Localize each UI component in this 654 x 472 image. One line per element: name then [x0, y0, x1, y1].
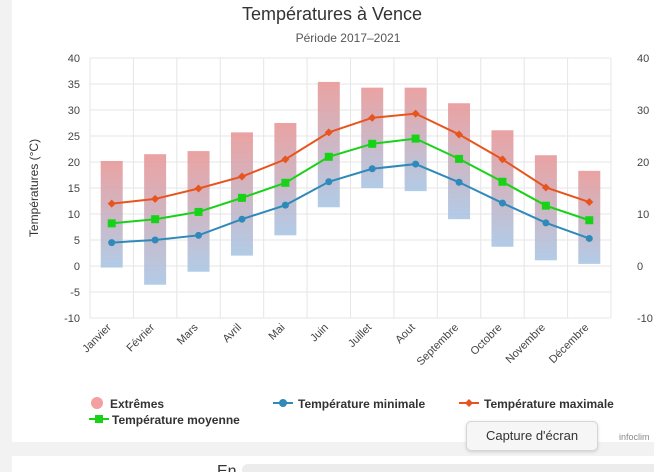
point-diamond[interactable]: [151, 194, 160, 203]
point-square[interactable]: [151, 215, 160, 224]
point-diamond[interactable]: [194, 184, 203, 193]
y-tick-label: 30: [68, 105, 80, 117]
chart-subtitle: Période 2017–2021: [296, 31, 401, 45]
x-tick-label: Octobre: [468, 322, 504, 358]
extreme-range-bar[interactable]: [361, 87, 384, 188]
temperature-chart: Températures à Vence Période 2017–2021 T…: [27, 4, 653, 427]
chart-card: Températures à Vence Période 2017–2021 T…: [12, 0, 654, 442]
point-diamond[interactable]: [455, 130, 464, 139]
point-circle[interactable]: [238, 215, 246, 223]
extreme-range-bar[interactable]: [100, 160, 123, 268]
y-tick-label: 10: [68, 209, 80, 221]
point-circle[interactable]: [368, 165, 376, 173]
point-circle[interactable]: [195, 231, 203, 239]
legend-extremes-swatch: [91, 397, 103, 409]
y-tick-label: 25: [68, 131, 80, 143]
y-right-tick-label: -10: [637, 313, 653, 325]
point-square[interactable]: [498, 177, 507, 186]
point-square[interactable]: [411, 134, 420, 143]
extreme-range-bar[interactable]: [491, 130, 514, 247]
next-section-strip: En: [12, 456, 654, 472]
x-tick-label: Janvier: [80, 321, 114, 355]
legend-extremes[interactable]: Extrêmes: [110, 397, 164, 411]
legend-mean-marker: [95, 415, 103, 423]
series-line: [111, 163, 590, 244]
series-line: [111, 112, 590, 205]
chart-title: Températures à Vence: [242, 4, 422, 24]
extreme-range-bar[interactable]: [317, 81, 340, 208]
point-diamond[interactable]: [324, 128, 333, 137]
point-square[interactable]: [194, 207, 203, 216]
legend-min-marker: [279, 399, 287, 407]
y-right-tick-label: 10: [637, 209, 649, 221]
y-right-tick-label: 0: [637, 261, 643, 273]
chart-legend: Extrêmes Température minimale Températur…: [89, 397, 614, 427]
y-tick-label: 40: [68, 53, 80, 65]
y-tick-label: -5: [70, 287, 80, 299]
point-diamond[interactable]: [237, 172, 246, 181]
point-diamond[interactable]: [281, 155, 290, 164]
point-square[interactable]: [107, 219, 116, 228]
point-circle[interactable]: [281, 201, 289, 209]
point-circle[interactable]: [108, 239, 116, 247]
screenshot-tooltip: Capture d'écran: [466, 421, 598, 451]
y-right-tick-label: 40: [637, 53, 649, 65]
x-tick-label: Mai: [266, 322, 287, 343]
y-right-tick-label: 30: [637, 105, 649, 117]
point-square[interactable]: [541, 201, 550, 210]
x-tick-label: Février: [125, 321, 158, 354]
point-circle[interactable]: [151, 236, 159, 244]
point-circle[interactable]: [325, 178, 333, 186]
point-square[interactable]: [324, 152, 333, 161]
point-circle[interactable]: [585, 234, 593, 242]
point-diamond[interactable]: [411, 109, 420, 118]
point-circle[interactable]: [412, 160, 420, 168]
x-tick-label: Aout: [393, 322, 417, 346]
legend-mean[interactable]: Température moyenne: [112, 413, 240, 427]
point-square[interactable]: [455, 154, 464, 163]
legend-min[interactable]: Température minimale: [298, 397, 425, 411]
point-square[interactable]: [281, 178, 290, 187]
x-tick-label: Avril: [221, 322, 244, 345]
x-tick-label: Décembre: [547, 322, 591, 366]
x-tick-label: Juillet: [346, 322, 374, 350]
point-square[interactable]: [237, 193, 246, 202]
x-tick-label: Novembre: [504, 322, 548, 366]
point-square[interactable]: [585, 216, 594, 225]
y-tick-label: 20: [68, 157, 80, 169]
y-tick-label: 5: [74, 235, 80, 247]
series-line: [111, 137, 590, 225]
y-axis-title: Températures (°C): [27, 139, 41, 237]
point-circle[interactable]: [498, 199, 506, 207]
x-tick-label: Juin: [308, 322, 331, 345]
x-tick-label: Septembre: [415, 322, 462, 369]
point-diamond[interactable]: [541, 183, 550, 192]
y-tick-label: -10: [64, 313, 80, 325]
point-diamond[interactable]: [585, 198, 594, 207]
point-square[interactable]: [368, 139, 377, 148]
y-tick-label: 0: [74, 261, 80, 273]
point-circle[interactable]: [455, 178, 463, 186]
point-diamond[interactable]: [498, 155, 507, 164]
point-diamond[interactable]: [368, 113, 377, 122]
x-tick-label: Mars: [175, 321, 201, 347]
y-tick-label: 35: [68, 79, 80, 91]
y-right-tick-label: 20: [637, 157, 649, 169]
credit-text[interactable]: infoclim: [619, 432, 650, 442]
legend-max[interactable]: Température maximale: [484, 397, 614, 411]
y-tick-label: 15: [68, 183, 80, 195]
point-diamond[interactable]: [107, 199, 116, 208]
point-circle[interactable]: [542, 219, 550, 227]
overlay-toolbar: [242, 464, 654, 472]
next-section-heading: En: [217, 463, 237, 472]
legend-max-marker: [465, 399, 473, 407]
